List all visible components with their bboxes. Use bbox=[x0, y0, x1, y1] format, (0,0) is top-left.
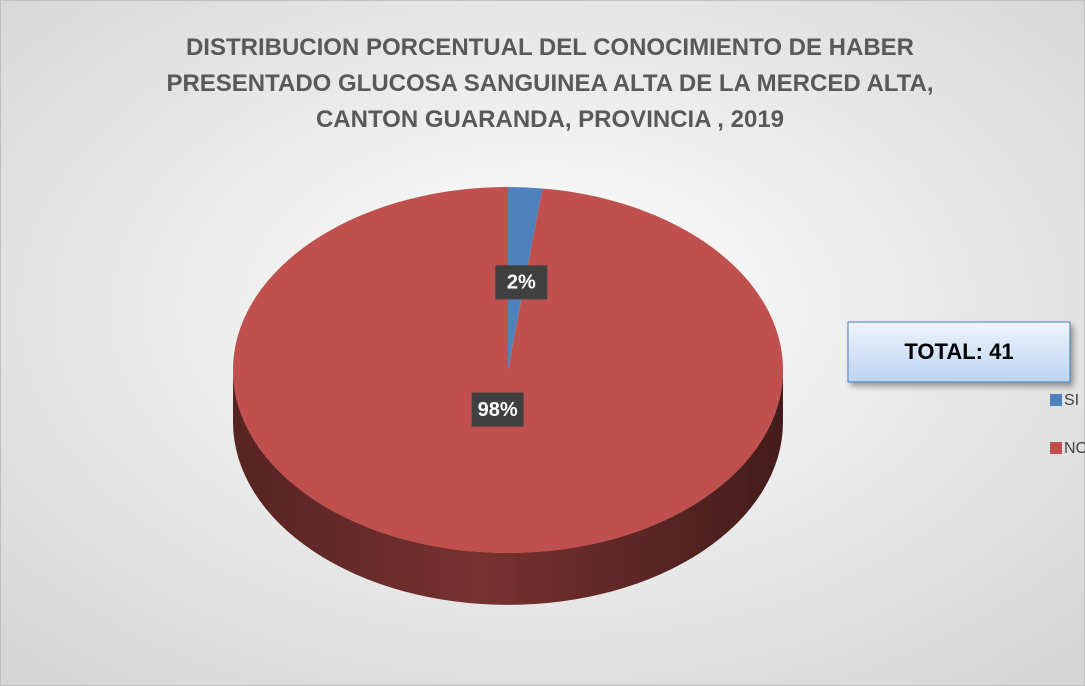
chart-title: DISTRIBUCION PORCENTUAL DEL CONOCIMIENTO… bbox=[166, 34, 934, 133]
slice-side bbox=[233, 370, 783, 605]
total-annotation: TOTAL: 41 bbox=[904, 339, 1013, 364]
data-label-box bbox=[495, 265, 548, 300]
labels: 2% 98% bbox=[471, 265, 548, 427]
total-box bbox=[847, 321, 1071, 383]
data-label-box bbox=[471, 392, 524, 427]
legend-swatch bbox=[1050, 442, 1062, 454]
legend-label: SI bbox=[1064, 392, 1079, 409]
legend-swatch bbox=[1050, 394, 1062, 406]
data-label: 2% bbox=[507, 272, 536, 294]
legend-label: NO bbox=[1064, 440, 1085, 457]
slice bbox=[232, 186, 783, 553]
legend: SI NO bbox=[1050, 392, 1085, 457]
data-label: 98% bbox=[478, 399, 518, 421]
